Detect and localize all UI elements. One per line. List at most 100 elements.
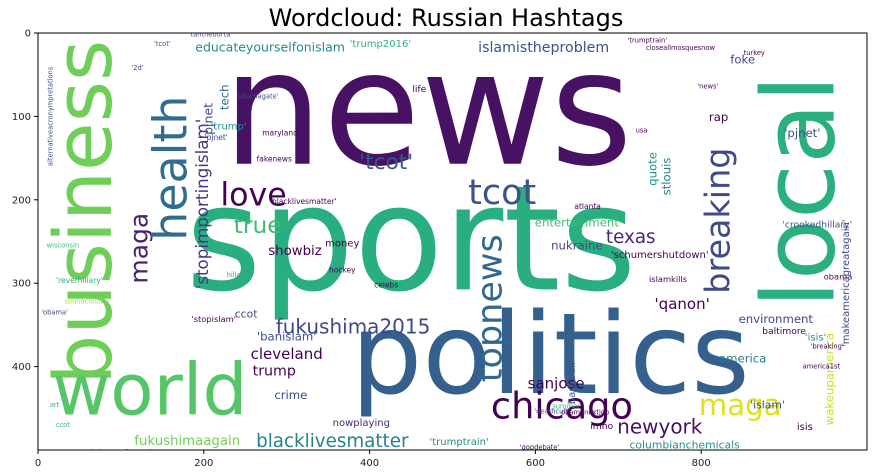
word-81: 'trumptrain' <box>628 37 668 45</box>
word-69: 'reverhillary' <box>56 276 103 285</box>
word-37: entertainment <box>535 215 620 229</box>
word-9: tcot <box>468 173 536 213</box>
word-64: maryland <box>262 129 298 138</box>
word-32: foke <box>730 53 755 67</box>
word-18: true <box>234 211 282 239</box>
x-tick-label: 600 <box>526 458 545 469</box>
word-47: isis <box>797 422 813 433</box>
word-70: soundcloud <box>64 298 102 306</box>
x-tick-label: 200 <box>194 458 213 469</box>
word-89: usa <box>636 127 648 135</box>
y-tick-label: 400 <box>12 362 31 373</box>
word-42: environment <box>739 312 814 326</box>
word-59: baltimore <box>762 326 806 337</box>
word-11: chicago <box>491 384 633 427</box>
word-60: life <box>412 84 426 95</box>
word-30: islamistheproblem <box>478 40 609 56</box>
plot-frame <box>37 32 868 451</box>
word-10: topnews <box>471 234 511 382</box>
word-53: 'trump' <box>211 122 247 133</box>
y-axis: 0 100 200 300 400 <box>12 29 38 373</box>
plot-area <box>38 33 867 450</box>
word-39: quote <box>645 152 659 186</box>
word-48: wakeupamerica <box>823 333 837 425</box>
word-40: stlouis <box>659 158 673 196</box>
word-29: educateyourselfonislam <box>195 40 345 55</box>
word-14: fukushima2015 <box>276 315 431 339</box>
word-45: columbianchemicals <box>629 438 740 451</box>
word-7: health <box>144 95 198 240</box>
word-49: 'trumptrain' <box>430 437 489 448</box>
word-57: obama <box>824 272 853 282</box>
word-63: atlanta <box>574 202 601 211</box>
word-35: 'pjnet' <box>784 126 820 140</box>
word-51: money <box>325 239 359 250</box>
word-83: 'news' <box>697 82 718 90</box>
y-tick-label: 0 <box>25 29 31 40</box>
word-8: love <box>220 178 286 214</box>
word-72: wisconsin <box>47 242 79 250</box>
word-21: 'qanon' <box>655 295 710 313</box>
x-tick-label: 400 <box>360 458 379 469</box>
word-33: tech <box>218 84 232 110</box>
word-43: america <box>719 351 766 365</box>
y-tick-label: 300 <box>12 279 31 290</box>
word-73: ccot <box>56 421 70 429</box>
word-15: blacklivesmatter <box>256 431 409 452</box>
word-52: ccot <box>235 308 258 321</box>
word-82: turkey <box>744 49 765 57</box>
word-80: closeallmosquesnow <box>646 44 716 52</box>
word-68: 'stopislam' <box>191 314 236 324</box>
word-22: sanjose <box>528 374 585 392</box>
word-5: world <box>52 348 247 431</box>
word-19: texas <box>606 227 656 248</box>
word-58: imho <box>590 421 613 432</box>
word-20: 'stopimportingislam' <box>192 119 212 290</box>
word-56: 'crookedhillary' <box>782 219 852 230</box>
word-13: maga <box>699 388 782 422</box>
word-74: art <box>50 401 60 409</box>
chart-title: Wordcloud: Russian Hashtags <box>269 4 624 32</box>
word-66: 'obamagate' <box>237 92 279 100</box>
word-46: 'islam' <box>750 398 785 411</box>
word-87: alternativeacronympretations <box>46 66 54 166</box>
word-93: 'breaking' <box>811 343 844 351</box>
word-25: trump <box>253 364 296 380</box>
word-85: 'makeamericagreatagain' <box>841 219 852 347</box>
word-84: tantheburta <box>190 31 230 39</box>
word-62: celebs <box>374 280 398 289</box>
word-2: politics <box>351 288 750 420</box>
word-34: pjnet <box>200 103 215 135</box>
word-90: 'pjnet' <box>205 133 228 142</box>
word-31: 'trump2016' <box>350 39 411 50</box>
word-17: 'tcot' <box>359 150 413 175</box>
word-23: showbiz <box>268 244 322 259</box>
word-91: 'obama' <box>41 308 68 316</box>
word-26: crime <box>274 388 307 402</box>
word-1: sports <box>186 155 637 324</box>
word-78: 'gopdebate' <box>520 443 560 451</box>
word-44: baseball <box>567 362 578 404</box>
word-79: obamanextjob <box>561 408 609 416</box>
word-71: hillary <box>227 271 248 279</box>
word-0: news <box>223 18 633 202</box>
word-92: america1st <box>803 363 841 371</box>
word-86: 'tcot' <box>154 40 171 48</box>
word-24: cleveland <box>251 345 323 363</box>
word-28: 'banislam' <box>257 330 317 344</box>
word-27: fukushimaagain <box>134 434 240 449</box>
word-75: christmasaftermath <box>88 449 154 457</box>
word-65: fakenews <box>257 154 292 163</box>
word-16: newyork <box>617 415 703 439</box>
word-12: breaking <box>698 148 737 294</box>
word-50: nowplaying <box>333 418 390 429</box>
x-tick-label: 0 <box>35 458 41 469</box>
word-4: local <box>741 75 858 308</box>
word-61: hockey <box>329 265 356 274</box>
word-3: business <box>37 40 130 385</box>
y-tick-label: 100 <box>12 112 31 123</box>
word-41: 'schumershutdown' <box>611 250 709 261</box>
word-55: 'isis' <box>805 333 826 344</box>
